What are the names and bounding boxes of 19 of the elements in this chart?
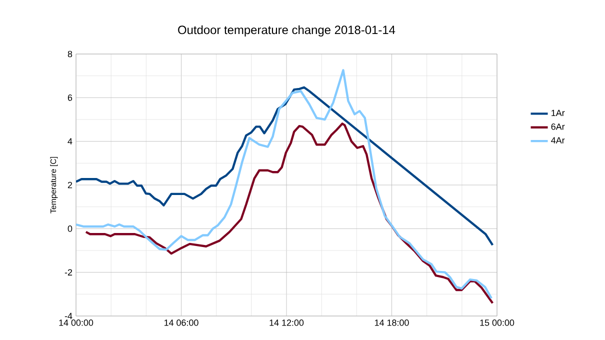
line-series xyxy=(76,86,494,246)
y-tick-label: -4 xyxy=(64,312,72,320)
x-tick-label: 14 06:00 xyxy=(164,320,198,326)
x-tick-label: 14 00:00 xyxy=(59,320,94,326)
y-tick-label: 4 xyxy=(68,138,72,144)
legend-label: 6Ar xyxy=(551,123,565,130)
line-series xyxy=(84,122,494,304)
y-tick-label: 2 xyxy=(68,182,72,188)
legend-label: 1Ar xyxy=(552,110,565,116)
y-tick-label: 0 xyxy=(68,225,72,232)
x-tick-label: 14 18:00 xyxy=(374,320,409,326)
y-tick-label: -2 xyxy=(64,269,72,276)
legend-label: 4Ar xyxy=(551,137,565,144)
y-tick-label: 8 xyxy=(68,50,72,58)
chart-title: Outdoor temperature change 2018-01-14 xyxy=(178,25,396,37)
x-tick-label: 14 12:00 xyxy=(270,320,304,326)
x-tick-label: 15 00:00 xyxy=(480,320,514,326)
line-series xyxy=(76,69,493,300)
y-tick-label: 6 xyxy=(68,94,72,101)
